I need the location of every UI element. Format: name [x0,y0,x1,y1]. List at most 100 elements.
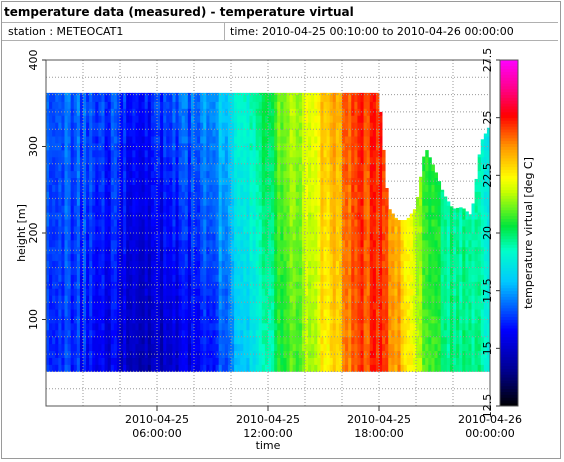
heatmap-cell [166,108,170,116]
heatmap-cell [79,184,84,192]
heatmap-cell [89,94,93,102]
heatmap-cell [366,267,371,275]
heatmap-cell [104,357,109,365]
heatmap-cell [55,129,59,137]
heatmap-cell [215,156,220,165]
heatmap-cell [46,329,50,338]
heatmap-cell [221,205,226,213]
heatmap-cell [375,143,380,151]
heatmap-cell [200,94,204,102]
heatmap-cell [326,94,331,102]
heatmap-cell [268,357,272,365]
heatmap-cell [135,122,139,130]
heatmap-cell [255,288,260,296]
heatmap-cell [126,170,130,179]
heatmap-cell [329,149,334,158]
heatmap-cell [428,157,432,165]
heatmap-cell [135,212,139,220]
heatmap-cell [271,205,275,213]
heatmap-cell [338,274,343,282]
heatmap-cell [147,253,152,262]
heatmap-cell [79,253,84,262]
heatmap-cell [218,329,223,338]
heatmap-cell [144,219,149,227]
heatmap-cell [345,226,349,234]
heatmap-cell [163,267,167,275]
heatmap-cell [277,122,281,130]
heatmap-cell [403,357,408,365]
heatmap-cell [434,219,438,227]
heatmap-cell [120,274,124,282]
heatmap-cell [369,198,374,206]
heatmap-cell [357,343,361,352]
heatmap-cell [286,350,290,358]
heatmap-cell [246,343,250,352]
heatmap-cell [434,198,438,206]
heatmap-cell [197,163,201,172]
heatmap-cell [46,357,50,365]
heatmap-cell [86,302,90,310]
heatmap-cell [61,288,65,296]
heatmap-cell [61,219,65,227]
heatmap-cell [67,233,72,241]
heatmap-cell [138,101,142,109]
heatmap-cell [388,302,392,310]
heatmap-cell [194,163,198,172]
heatmap-cell [46,136,50,144]
heatmap-cell [224,239,229,248]
heatmap-cell [104,260,109,268]
heatmap-cell [55,274,59,282]
heatmap-cell [422,198,426,206]
heatmap-cell [175,302,179,310]
heatmap-cell [379,253,383,262]
heatmap-cell [434,295,438,303]
heatmap-cell [360,149,364,158]
heatmap-cell [363,253,368,262]
heatmap-cell [289,108,294,116]
heatmap-cell [110,322,115,331]
heatmap-cell [61,364,65,372]
heatmap-cell [360,309,364,317]
heatmap-cell [305,288,309,296]
heatmap-cell [55,302,59,310]
heatmap-cell [126,274,130,282]
heatmap-cell [135,184,139,192]
heatmap-cell [49,295,53,303]
heatmap-cell [261,253,266,262]
heatmap-cell [215,274,220,282]
heatmap-cell [144,274,149,282]
heatmap-cell [190,205,195,213]
heatmap-cell [317,309,321,317]
heatmap-cell [332,92,337,95]
heatmap-cell [55,281,59,289]
heatmap-cell [234,219,238,227]
heatmap-cell [135,92,139,95]
heatmap-cell [79,329,84,338]
heatmap-cell [357,212,361,220]
heatmap-cell [172,108,176,116]
heatmap-cell [231,94,235,102]
heatmap-cell [385,309,389,317]
heatmap-cell [289,177,294,185]
heatmap-cell [221,239,226,248]
heatmap-cell [181,129,186,137]
heatmap-cell [348,233,352,241]
heatmap-cell [55,336,59,345]
heatmap-cell [249,177,253,185]
heatmap-cell [46,94,50,102]
heatmap-cell [224,295,229,303]
heatmap-cell [92,219,96,227]
heatmap-cell [382,226,386,234]
heatmap-cell [372,329,377,338]
heatmap-cell [160,219,164,227]
heatmap-cell [246,267,250,275]
heatmap-cell [264,336,269,345]
heatmap-cell [113,156,118,165]
heatmap-cell [206,274,210,282]
heatmap-cell [425,191,429,199]
heatmap-cell [274,205,278,213]
heatmap-cell [144,233,149,241]
heatmap-cell [169,101,173,109]
heatmap-cell [397,309,401,317]
heatmap-cell [289,364,294,372]
